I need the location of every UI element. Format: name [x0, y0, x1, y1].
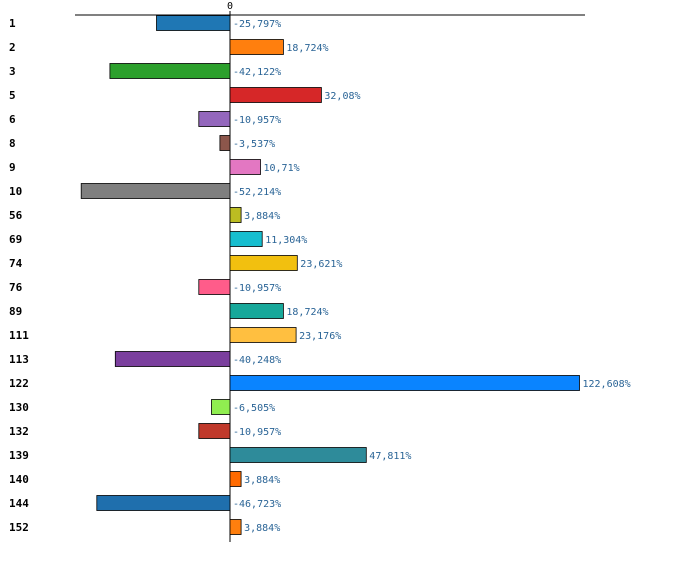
category-label-76: 76	[9, 281, 23, 294]
bar-8	[219, 135, 231, 151]
category-label-144: 144	[9, 497, 29, 510]
category-label-9: 9	[9, 161, 16, 174]
value-label-111: 23,176%	[299, 331, 341, 342]
bar-113	[114, 351, 231, 367]
category-label-3: 3	[9, 65, 16, 78]
value-label-5: 32,08%	[324, 91, 360, 102]
value-label-130: -6,505%	[233, 403, 275, 414]
category-label-140: 140	[9, 473, 29, 486]
category-label-89: 89	[9, 305, 22, 318]
value-label-3: -42,122%	[233, 67, 281, 78]
bar-2	[229, 39, 284, 55]
category-label-69: 69	[9, 233, 22, 246]
bar-6	[198, 111, 231, 127]
category-label-6: 6	[9, 113, 16, 126]
category-label-111: 111	[9, 329, 29, 342]
bar-74	[229, 255, 298, 271]
value-label-152: 3,884%	[244, 523, 280, 534]
value-label-69: 11,304%	[265, 235, 307, 246]
value-label-76: -10,957%	[233, 283, 281, 294]
value-label-139: 47,811%	[369, 451, 411, 462]
value-label-2: 18,724%	[286, 43, 328, 54]
category-label-2: 2	[9, 41, 16, 54]
category-label-139: 139	[9, 449, 29, 462]
category-label-74: 74	[9, 257, 23, 270]
category-label-132: 132	[9, 425, 29, 438]
value-label-140: 3,884%	[244, 475, 280, 486]
value-label-89: 18,724%	[286, 307, 328, 318]
category-label-8: 8	[9, 137, 16, 150]
bar-122	[229, 375, 580, 391]
bar-69	[229, 231, 263, 247]
category-label-113: 113	[9, 353, 29, 366]
category-label-56: 56	[9, 209, 23, 222]
bar-140	[229, 471, 242, 487]
zero-tick-label: 0	[227, 1, 233, 12]
category-label-122: 122	[9, 377, 29, 390]
bar-132	[198, 423, 231, 439]
category-label-5: 5	[9, 89, 16, 102]
bar-56	[229, 207, 242, 223]
bar-9	[229, 159, 261, 175]
bar-111	[229, 327, 297, 343]
value-label-56: 3,884%	[244, 211, 280, 222]
value-label-8: -3,537%	[233, 139, 275, 150]
value-label-113: -40,248%	[233, 355, 281, 366]
bar-89	[229, 303, 284, 319]
value-label-132: -10,957%	[233, 427, 281, 438]
bar-152	[229, 519, 242, 535]
value-label-122: 122,608%	[583, 379, 631, 390]
value-label-1: -25,797%	[233, 19, 281, 30]
value-label-144: -46,723%	[233, 499, 281, 510]
bar-144	[96, 495, 231, 511]
category-label-10: 10	[9, 185, 22, 198]
value-label-9: 10,71%	[264, 163, 300, 174]
category-label-130: 130	[9, 401, 29, 414]
bars-group: 1 -25,797% 2 18,724% 3 -42,122% 5 32,08% 6 -10,95…	[9, 15, 631, 535]
category-label-1: 1	[9, 17, 16, 30]
bar-130	[211, 399, 231, 415]
bar-76	[198, 279, 231, 295]
bar-139	[229, 447, 367, 463]
bar-5	[229, 87, 322, 103]
value-label-74: 23,621%	[300, 259, 342, 270]
bar-10	[80, 183, 231, 199]
bar-3	[109, 63, 231, 79]
value-label-6: -10,957%	[233, 115, 281, 126]
bar-1	[156, 15, 231, 31]
category-label-152: 152	[9, 521, 29, 534]
value-label-10: -52,214%	[233, 187, 281, 198]
